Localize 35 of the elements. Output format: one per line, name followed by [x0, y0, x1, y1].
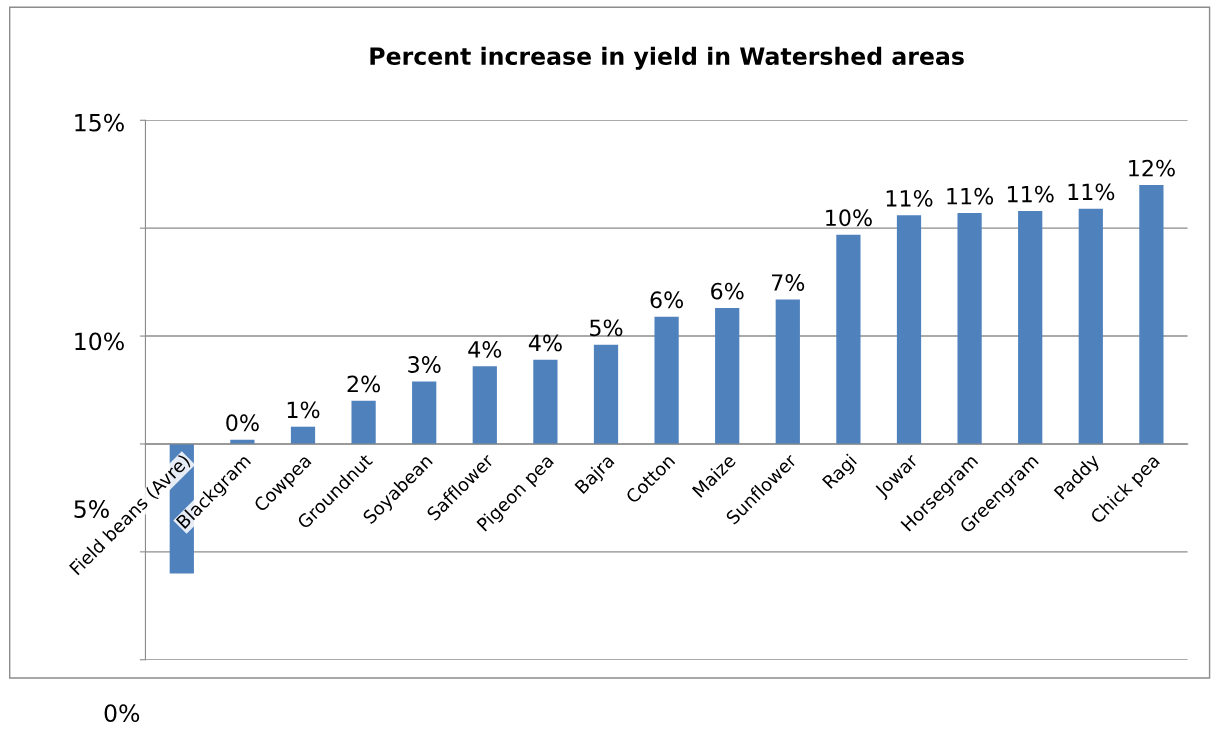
- data-label: 6%: [650, 291, 683, 309]
- data-label: 4%: [468, 341, 502, 358]
- bar: [593, 344, 619, 444]
- data-label: 11%: [947, 187, 994, 205]
- data-label: 11%: [1068, 183, 1115, 201]
- data-label: 10%: [826, 209, 872, 227]
- bar: [1018, 210, 1043, 444]
- text: 10%: [75, 332, 124, 351]
- bar: [836, 234, 861, 444]
- data-label: 11%: [886, 189, 933, 207]
- data-label: 6%: [711, 282, 744, 300]
- bar: [775, 299, 800, 444]
- bar: [715, 308, 740, 444]
- data-label: 5%: [590, 319, 623, 337]
- data-label: 0%: [226, 414, 259, 432]
- data-label: 2%: [347, 375, 380, 393]
- bar: [896, 215, 922, 444]
- bar: [412, 381, 437, 444]
- data-label: 1%: [287, 401, 320, 419]
- chart-title: Percent increase in yield in Watershed areas: [370, 46, 964, 70]
- data-label: 4%: [528, 334, 562, 352]
- data-label: 3%: [408, 356, 441, 373]
- bar: [1139, 185, 1164, 444]
- bar: [351, 400, 376, 444]
- data-label: 7%: [772, 274, 805, 291]
- bar: [957, 213, 982, 444]
- bar: [533, 359, 558, 444]
- data-label: 12%: [1129, 159, 1175, 177]
- bar: [654, 316, 679, 444]
- bar: [290, 426, 316, 444]
- bar: [1078, 208, 1103, 444]
- bar: [472, 366, 497, 444]
- data-label: 11%: [1007, 185, 1054, 203]
- text: 15%: [75, 113, 124, 132]
- text: 0%: [104, 704, 140, 723]
